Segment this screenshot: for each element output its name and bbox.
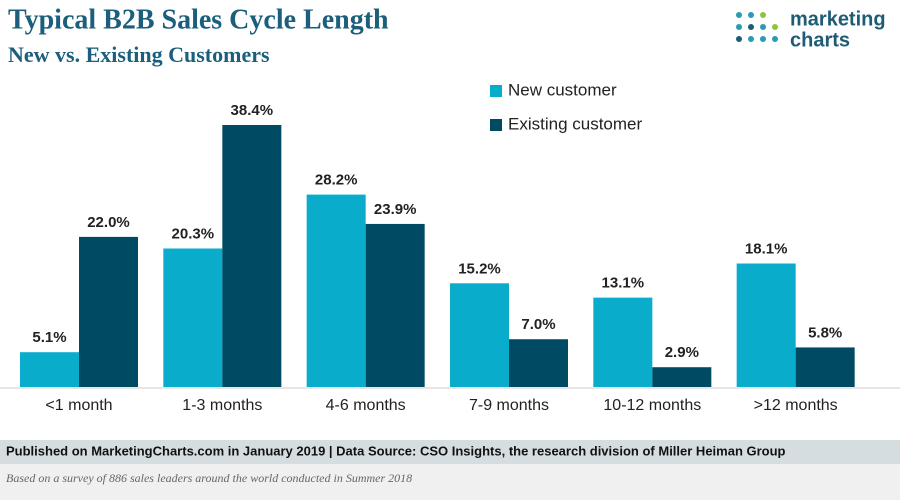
chart-title: Typical B2B Sales Cycle Length xyxy=(8,4,389,35)
bar xyxy=(795,347,855,387)
value-label: 7.0% xyxy=(521,316,555,333)
value-label: 18.1% xyxy=(745,240,788,257)
x-tick-label: 1-3 months xyxy=(182,397,262,414)
value-label: 22.0% xyxy=(87,214,130,231)
note-band xyxy=(0,464,900,500)
bar xyxy=(450,283,509,387)
value-label: 38.4% xyxy=(231,102,274,119)
bar xyxy=(306,194,366,387)
value-label: 2.9% xyxy=(665,344,699,361)
bar xyxy=(652,367,712,387)
value-label: 23.9% xyxy=(374,201,417,218)
logo-dots xyxy=(736,12,778,42)
bar xyxy=(79,236,138,387)
legend-label: Existing customer xyxy=(508,114,642,133)
value-label: 5.8% xyxy=(808,324,842,341)
bar xyxy=(509,339,568,387)
bar xyxy=(736,263,796,387)
x-tick-label: 7-9 months xyxy=(469,397,549,414)
bar xyxy=(163,248,223,387)
x-tick-label: <1 month xyxy=(45,397,112,414)
bar xyxy=(222,125,282,387)
value-label: 20.3% xyxy=(172,225,215,242)
x-tick-label: 4-6 months xyxy=(326,397,406,414)
value-label: 28.2% xyxy=(315,172,358,189)
x-tick-label: 10-12 months xyxy=(603,397,701,414)
value-label: 15.2% xyxy=(458,260,501,277)
legend-swatch xyxy=(490,85,502,97)
logo-text: marketing xyxy=(790,8,886,30)
x-tick-label: >12 months xyxy=(754,397,838,414)
source: Published on MarketingCharts.com in Janu… xyxy=(6,443,786,458)
value-label: 5.1% xyxy=(32,329,66,346)
chart-subtitle: New vs. Existing Customers xyxy=(8,42,270,67)
note: Based on a survey of 886 sales leaders a… xyxy=(6,471,412,485)
bar xyxy=(20,352,79,387)
legend-swatch xyxy=(490,119,502,131)
legend-label: New customer xyxy=(508,80,617,99)
value-label: 13.1% xyxy=(602,275,645,292)
source-band xyxy=(0,440,900,464)
bar xyxy=(365,223,425,387)
logo-text: charts xyxy=(790,29,850,51)
bar xyxy=(593,297,653,387)
